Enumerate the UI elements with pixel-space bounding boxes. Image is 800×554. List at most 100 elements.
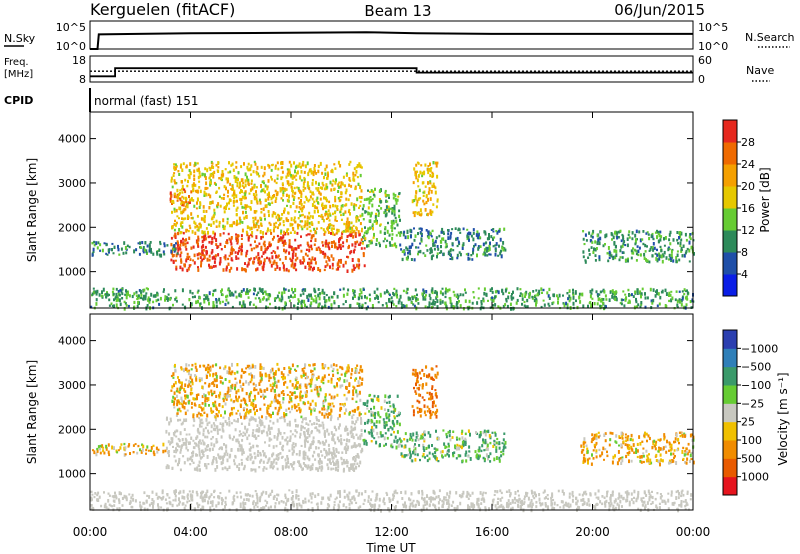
- heatmap-cell: [185, 196, 187, 201]
- heatmap-cell: [176, 412, 179, 415]
- heatmap-cell: [168, 454, 170, 458]
- heatmap-cell: [323, 432, 326, 436]
- heatmap-cell: [535, 297, 538, 301]
- heatmap-cell: [350, 221, 353, 224]
- heatmap-cell: [343, 404, 346, 408]
- heatmap-cell: [416, 199, 419, 204]
- heatmap-cell: [317, 453, 320, 458]
- heatmap-cell: [355, 368, 358, 373]
- heatmap-cell: [108, 304, 111, 307]
- heatmap-cell: [243, 407, 246, 410]
- heatmap-cell: [193, 220, 196, 224]
- heatmap-cell: [579, 300, 582, 304]
- heatmap-cell: [118, 253, 121, 256]
- heatmap-cell: [325, 210, 327, 213]
- heatmap-cell: [280, 376, 283, 379]
- heatmap-cell: [336, 382, 338, 386]
- heatmap-cell: [304, 223, 307, 227]
- heatmap-cell: [206, 422, 209, 427]
- heatmap-cell: [181, 168, 184, 172]
- heatmap-cell: [449, 253, 451, 257]
- heatmap-cell: [145, 287, 148, 290]
- heatmap-cell: [216, 425, 219, 429]
- heatmap-cell: [572, 291, 575, 295]
- heatmap-cell: [471, 258, 474, 261]
- heatmap-cell: [424, 297, 427, 301]
- heatmap-cell: [327, 402, 330, 406]
- heatmap-cell: [267, 193, 270, 198]
- heatmap-cell: [189, 198, 192, 202]
- heatmap-cell: [334, 218, 337, 222]
- heatmap-cell: [352, 171, 355, 176]
- heatmap-cell: [241, 304, 243, 308]
- heatmap-cell: [335, 460, 338, 465]
- heatmap-cell: [388, 418, 391, 422]
- heatmap-cell: [166, 416, 168, 421]
- heatmap-cell: [176, 387, 179, 391]
- heatmap-cell: [180, 260, 183, 264]
- heatmap-cell: [223, 193, 226, 197]
- heatmap-cell: [302, 467, 304, 471]
- heatmap-cell: [251, 468, 253, 472]
- heatmap-cell: [395, 234, 398, 237]
- heatmap-cell: [378, 420, 381, 424]
- heatmap-cell: [250, 233, 253, 236]
- power-colorbar-tick-label: 20: [741, 180, 755, 193]
- heatmap-cell: [619, 256, 622, 259]
- heatmap-cell: [351, 258, 354, 262]
- heatmap-cell: [252, 219, 255, 224]
- heatmap-cell: [242, 181, 245, 184]
- heatmap-cell: [389, 425, 392, 429]
- heatmap-cell: [192, 439, 195, 442]
- heatmap-cell: [163, 242, 166, 245]
- heatmap-cell: [347, 255, 350, 259]
- heatmap-cell: [179, 244, 182, 247]
- heatmap-cell: [382, 240, 385, 243]
- heatmap-cell: [170, 176, 173, 181]
- heatmap-cell: [439, 290, 442, 295]
- heatmap-cell: [637, 253, 640, 257]
- heatmap-cell: [492, 237, 494, 241]
- heatmap-cell: [192, 182, 195, 186]
- heatmap-cell: [318, 385, 321, 388]
- heatmap-cell: [125, 291, 128, 295]
- heatmap-cell: [240, 234, 243, 238]
- heatmap-cell: [420, 232, 423, 235]
- heatmap-cell: [198, 379, 201, 383]
- heatmap-cell: [222, 197, 225, 200]
- heatmap-cell: [445, 243, 448, 247]
- heatmap-cell: [688, 248, 691, 253]
- heatmap-cell: [191, 458, 194, 463]
- heatmap-cell: [204, 396, 207, 401]
- heatmap-cell: [299, 436, 301, 439]
- heatmap-cell: [315, 467, 318, 471]
- heatmap-cell: [649, 247, 652, 251]
- heatmap-cell: [284, 251, 287, 254]
- heatmap-cell: [430, 235, 433, 238]
- heatmap-cell: [372, 398, 374, 403]
- heatmap-cell: [181, 221, 184, 224]
- heatmap-cell: [302, 205, 305, 209]
- heatmap-cell: [212, 166, 214, 169]
- heatmap-cell: [266, 229, 269, 233]
- heatmap-cell: [230, 246, 233, 249]
- heatmap-cell: [235, 165, 238, 169]
- heatmap-cell: [325, 453, 328, 457]
- heatmap-cell: [548, 304, 551, 307]
- heatmap-cell: [319, 197, 322, 201]
- heatmap-cell: [304, 441, 307, 445]
- heatmap-cell: [331, 169, 334, 174]
- heatmap-cell: [246, 364, 249, 368]
- heatmap-cell: [248, 395, 251, 399]
- heatmap-cell: [112, 287, 115, 291]
- heatmap-cell: [486, 430, 488, 433]
- heatmap-cell: [203, 237, 206, 242]
- heatmap-cell: [221, 293, 224, 297]
- heatmap-cell: [215, 163, 218, 167]
- heatmap-cell: [304, 377, 307, 380]
- heatmap-cell: [323, 176, 325, 180]
- heatmap-cell: [250, 182, 253, 185]
- heatmap-cell: [327, 443, 330, 447]
- heatmap-cell: [173, 207, 176, 211]
- heatmap-cell: [251, 374, 253, 377]
